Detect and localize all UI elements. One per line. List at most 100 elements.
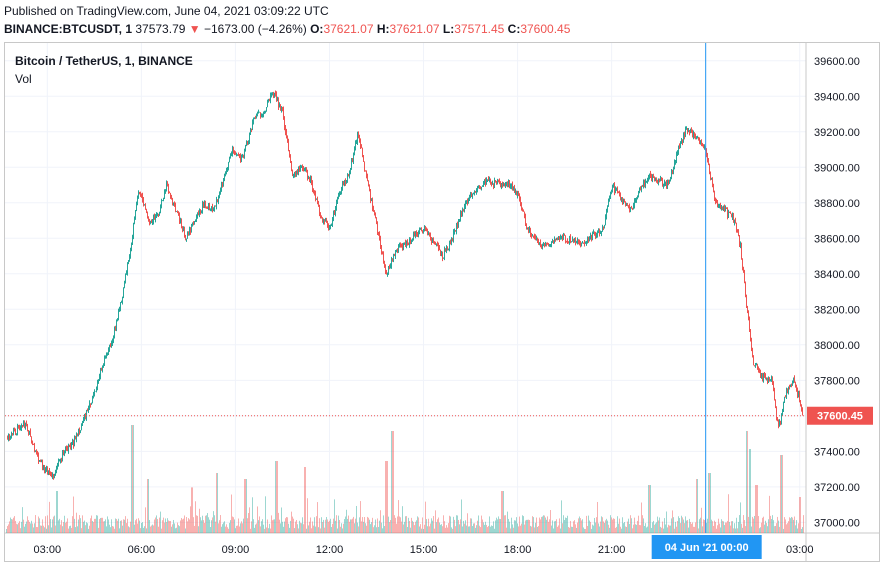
volume-bar [134,524,135,533]
volume-bar [144,526,145,533]
volume-bar [573,521,574,533]
volume-bar [311,528,312,533]
volume-bar [12,519,13,533]
volume-bar [653,520,654,533]
volume-bar [15,520,16,533]
volume-bar [581,520,582,533]
volume-bar [645,523,646,533]
volume-bar [365,523,366,533]
volume-bar [614,518,615,533]
volume-bar [594,517,595,533]
volume-bar [310,517,311,533]
volume-bar [358,526,359,533]
volume-bar [544,515,545,533]
volume-bar [269,523,270,533]
volume-bar [558,525,559,533]
volume-bar [74,518,75,533]
volume-bar [313,525,314,533]
volume-bar [190,506,191,533]
volume-bar [484,524,485,533]
volume-bar [607,520,608,533]
volume-bar [673,517,674,533]
volume-bar [538,526,539,533]
volume-bar [370,524,371,533]
volume-bar [606,518,607,533]
volume-bar [224,521,225,533]
volume-bar [638,515,639,533]
volume-bar [729,521,730,533]
volume-bar [202,515,203,533]
volume-bar [31,520,32,533]
volume-bar [459,524,460,533]
volume-bar [714,520,715,533]
volume-bar [392,431,393,533]
volume-bar [380,510,381,533]
volume-bar [785,519,786,533]
volume-bar [210,527,211,533]
volume-bar [751,526,752,533]
volume-bar [642,515,643,533]
y-tick-label: 38400.00 [814,269,860,281]
volume-bar [30,523,31,533]
volume-bar [485,521,486,533]
volume-bar [770,515,771,533]
volume-bar [34,523,35,533]
volume-bar [697,479,698,533]
last-price-badge [807,406,873,425]
volume-bar [661,527,662,533]
volume-bar [33,527,34,533]
volume-bar [691,523,692,533]
volume-bar [617,516,618,533]
volume-bar [243,518,244,533]
volume-bar [431,518,432,533]
volume-bar [595,522,596,533]
volume-bar [652,522,653,533]
volume-bar [738,521,739,533]
volume-bar [728,494,729,533]
volume-bar [656,522,657,533]
volume-bar [92,520,93,533]
y-tick-label: 38600.00 [814,233,860,245]
volume-bar [430,523,431,533]
volume-bar [535,522,536,533]
volume-bar [450,516,451,533]
volume-bar [389,522,390,533]
volume-bar [551,525,552,533]
volume-bar [637,520,638,533]
volume-bar [111,519,112,533]
volume-bar [212,517,213,533]
volume-bar [700,517,701,533]
volume-bar [319,518,320,533]
volume-bar [557,526,558,533]
volume-bar [317,502,318,533]
volume-bar [242,523,243,533]
volume-bar [509,521,510,533]
volume-bar [375,519,376,533]
volume-bar [794,516,795,533]
volume-bar [662,521,663,533]
volume-bar [569,527,570,533]
volume-bar [505,515,506,533]
x-tick-label: 12:00 [316,544,344,556]
volume-bar [468,526,469,533]
volume-bar [441,524,442,533]
volume-bar [228,528,229,533]
volume-bar [37,527,38,533]
volume-bar [471,518,472,533]
volume-bar [369,519,370,533]
volume-bar [413,522,414,533]
volume-bar [432,520,433,533]
volume-bar [720,527,721,533]
volume-bar [304,467,305,533]
volume-bar [89,525,90,533]
volume-bar [166,522,167,533]
volume-bar [592,524,593,533]
volume-bar [6,528,7,533]
volume-bar [208,517,209,533]
volume-bar [179,526,180,533]
volume-bar [199,508,200,533]
volume-bar [524,524,525,533]
volume-bar [387,461,388,533]
volume-bar [218,523,219,533]
